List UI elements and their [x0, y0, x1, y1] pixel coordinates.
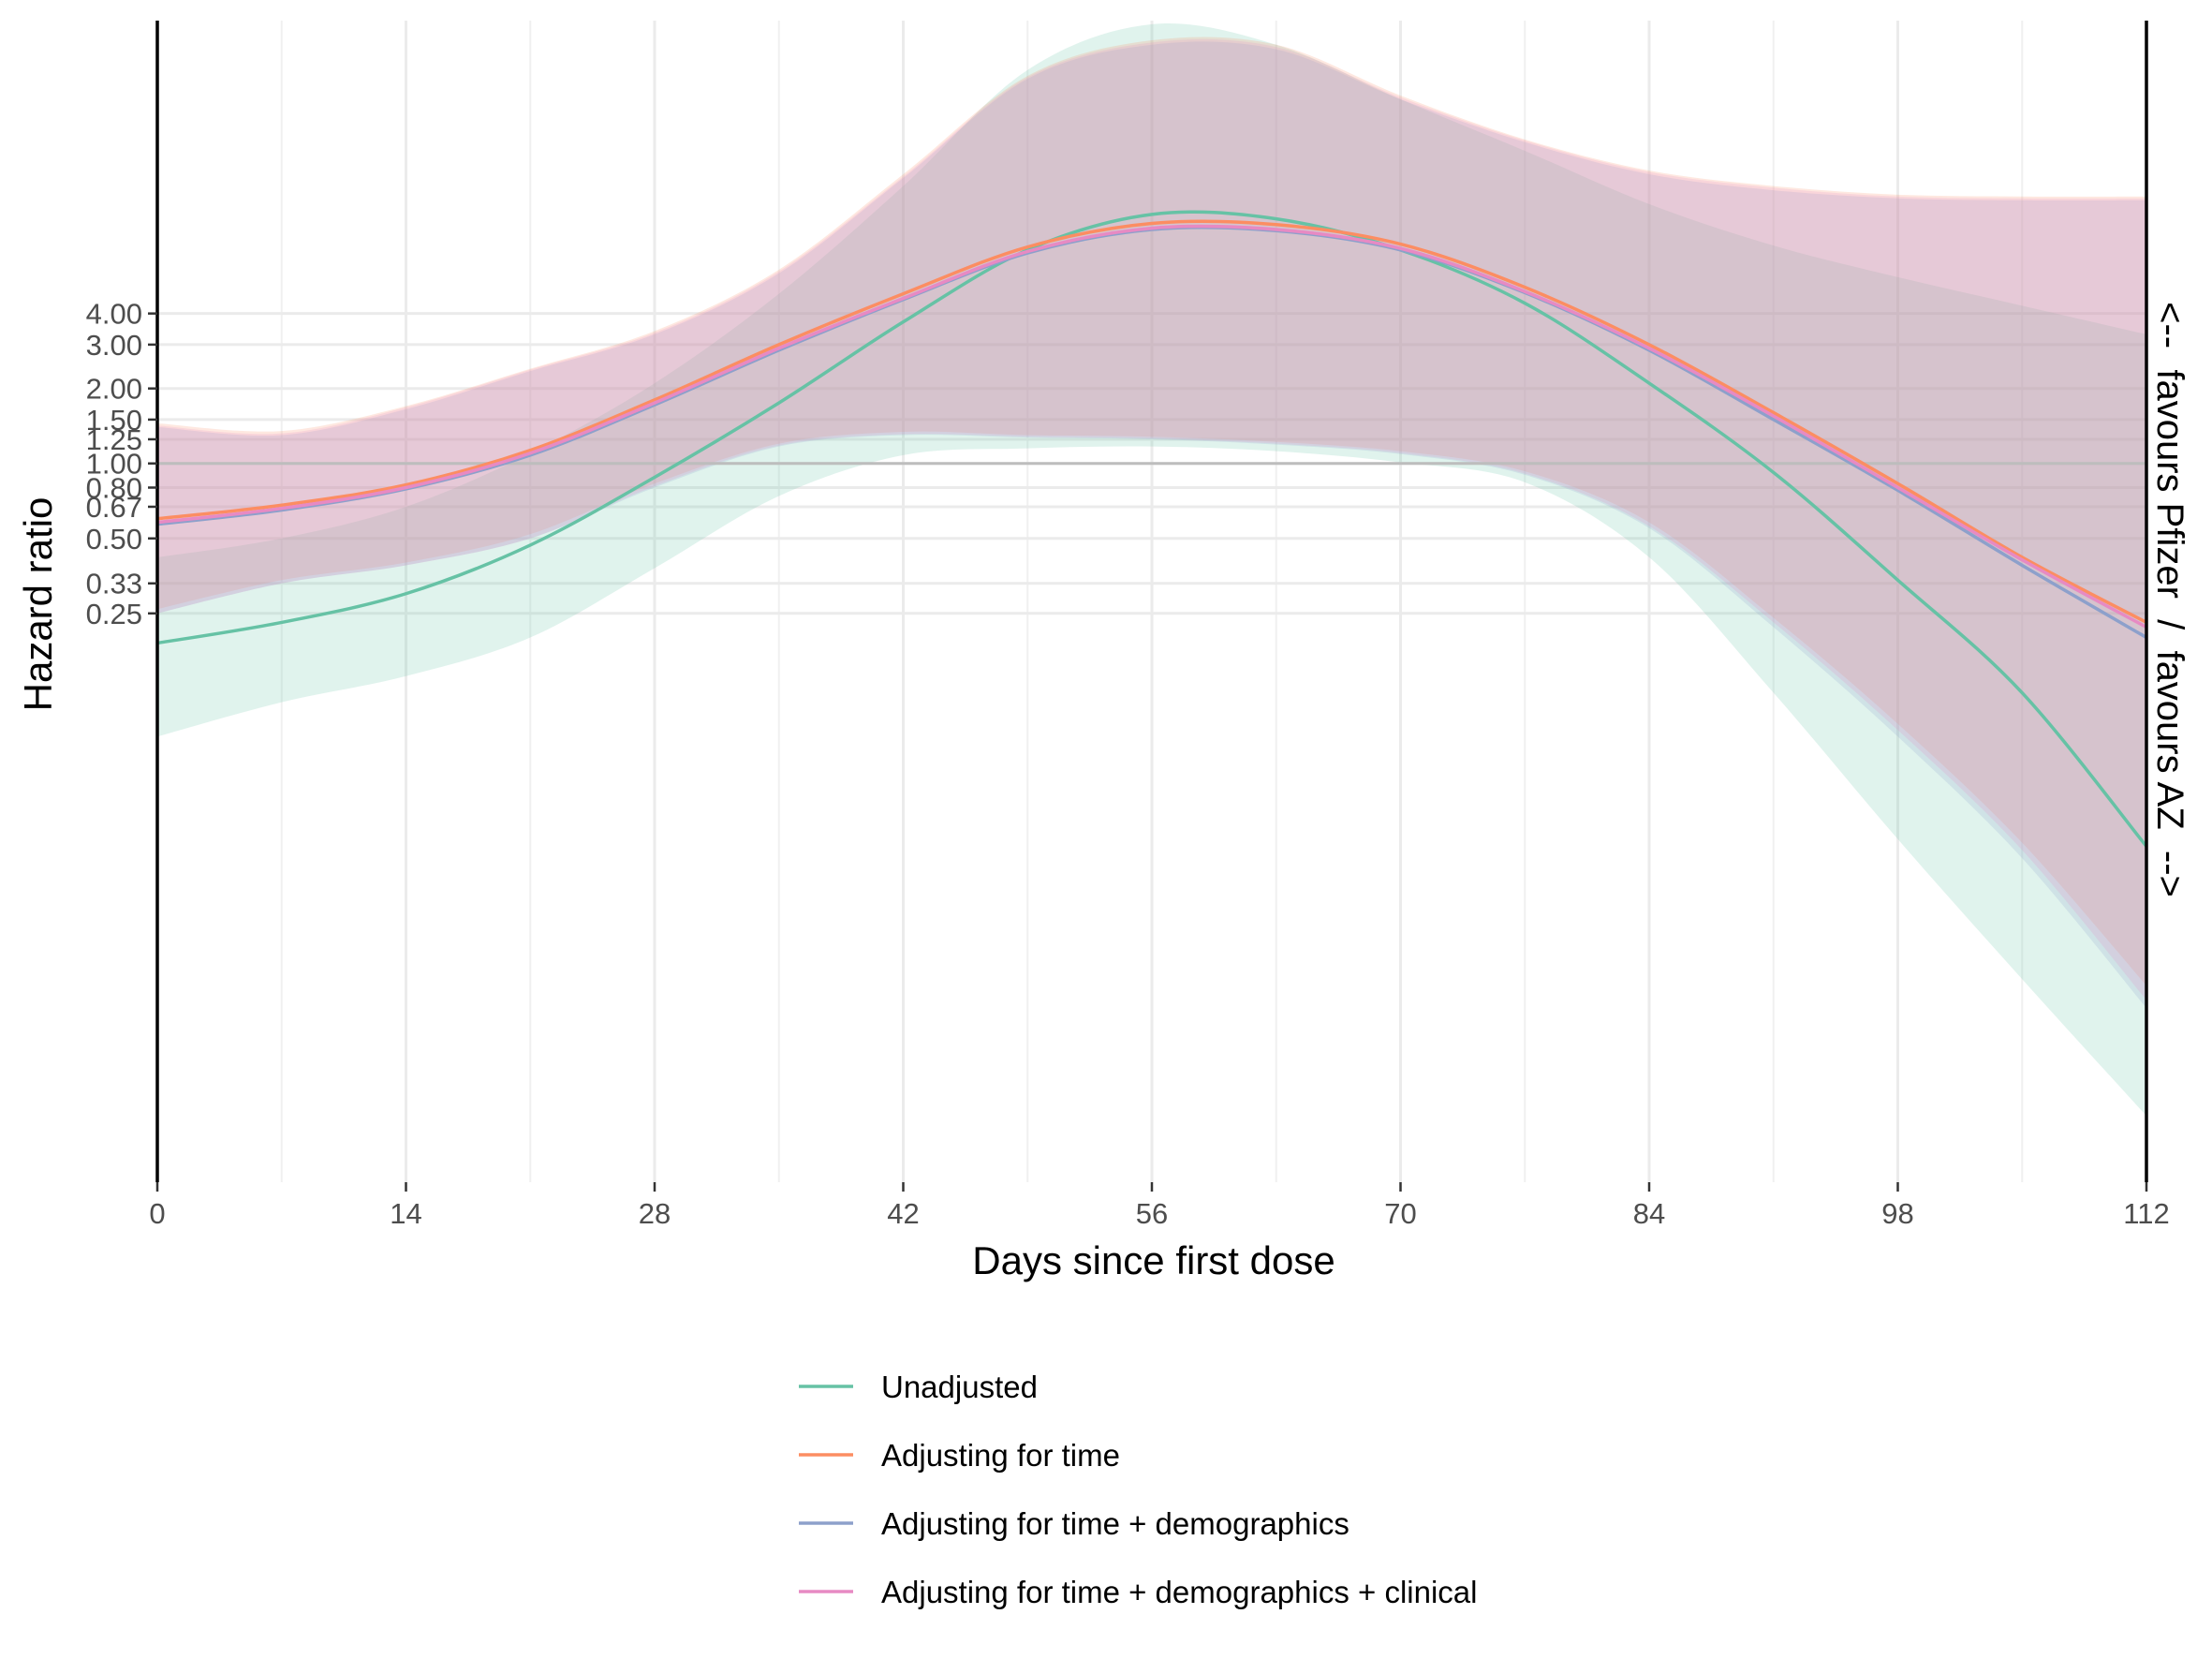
- tick-labels: 0 14 28 42 56 70 84 98 1120.250.330.500.670.801.…: [86, 298, 2170, 1230]
- y-tick-label: 0.50: [86, 523, 142, 555]
- y-tick-label: 0.80: [86, 471, 142, 504]
- y-tick-label: 1.50: [86, 404, 142, 437]
- series-line-1: [156, 210, 2148, 848]
- x-tick-label: 56: [1136, 1197, 1168, 1230]
- x-tick-label: 70: [1384, 1197, 1416, 1230]
- x-tick-label: 28: [639, 1197, 671, 1230]
- legend-label-2: Adjusting for time: [881, 1438, 1120, 1473]
- x-tick-label: 112: [2123, 1197, 2169, 1230]
- y-tick-label: 0.67: [86, 491, 142, 524]
- x-tick-label: 0: [149, 1197, 165, 1230]
- y-tick-label: 1.00: [86, 448, 142, 481]
- series-lines: [156, 210, 2148, 848]
- x-tick-label: 42: [887, 1197, 919, 1230]
- confidence-bands: [157, 23, 2146, 1117]
- series-line-4: [156, 224, 2147, 630]
- confidence-band-1: [157, 23, 2146, 1117]
- y-tick-label: 2.00: [86, 373, 142, 406]
- series-line-2: [156, 219, 2147, 624]
- legend-label-4: Adjusting for time + demographics + clin…: [881, 1575, 1477, 1609]
- x-axis-title: Days since first dose: [972, 1238, 1335, 1282]
- y-axis-title: Hazard ratio: [16, 497, 60, 712]
- legend-label-1: Unadjusted: [881, 1370, 1038, 1404]
- confidence-band-2: [157, 37, 2146, 986]
- y-tick-label: 0.25: [86, 598, 142, 630]
- x-tick-label: 84: [1633, 1197, 1665, 1230]
- x-tick-label: 98: [1881, 1197, 1913, 1230]
- y-tick-label: 4.00: [86, 298, 142, 331]
- axes: [155, 21, 2148, 1182]
- direction-annotation: <-- favours Pfizer / favours AZ -->: [2149, 302, 2190, 897]
- confidence-band-4: [157, 38, 2146, 1000]
- confidence-band-3: [157, 41, 2146, 1009]
- legend: Unadjusted Adjusting for time Adjusting fo…: [799, 1370, 1477, 1609]
- y-tick-label: 0.33: [86, 568, 142, 600]
- y-tick-label: 3.00: [86, 329, 142, 362]
- legend-label-3: Adjusting for time + demographics: [881, 1506, 1349, 1541]
- y-tick-label: 1.25: [86, 423, 142, 456]
- x-tick-label: 14: [390, 1197, 421, 1230]
